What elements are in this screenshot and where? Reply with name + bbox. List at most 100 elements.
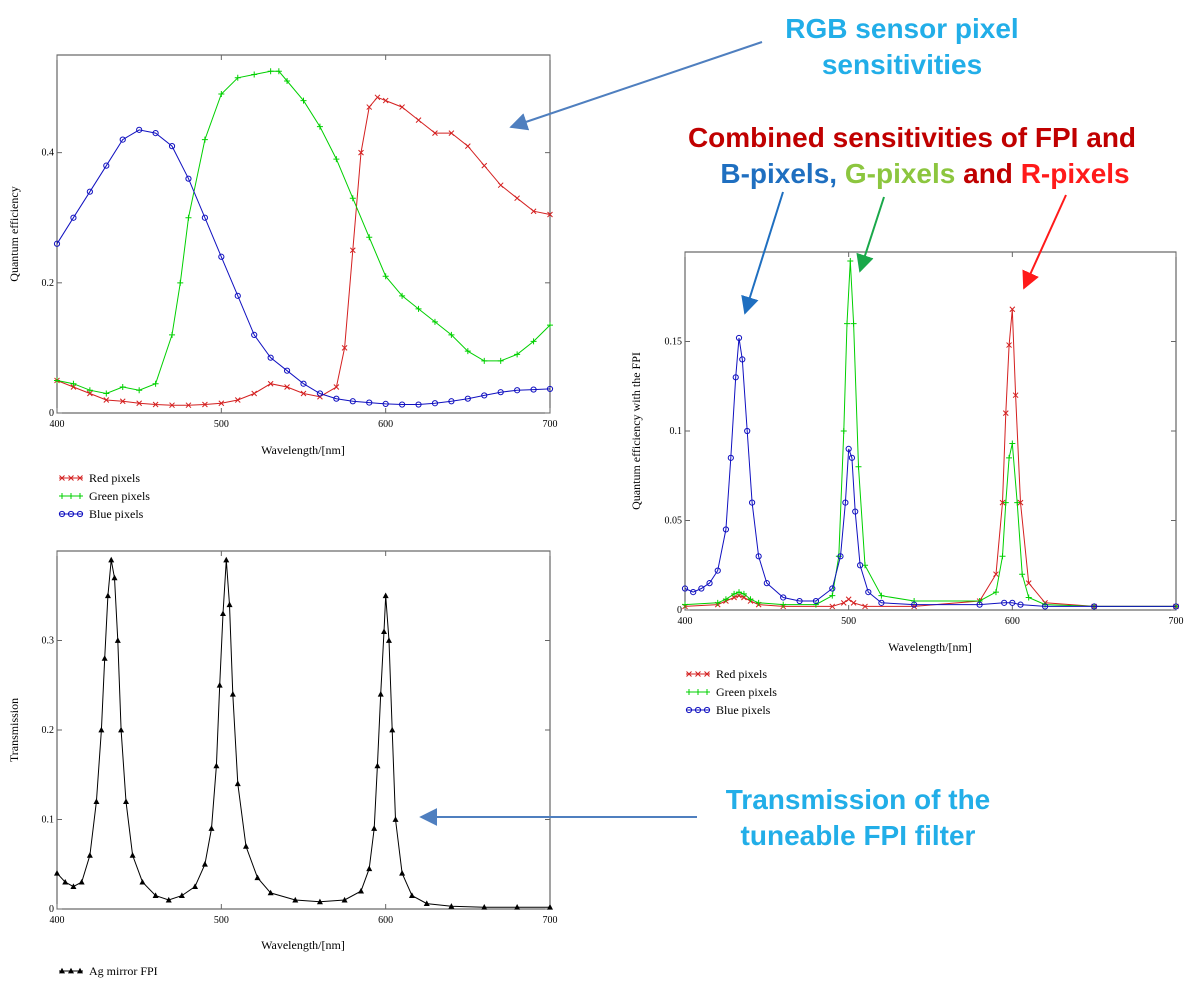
legend-label: Blue pixels	[716, 703, 771, 717]
data-point	[333, 156, 340, 163]
x-tick-label: 700	[543, 915, 558, 926]
data-point	[382, 97, 389, 104]
legend-marker	[77, 475, 83, 481]
legend-marker	[67, 510, 75, 518]
y-tick-label: 0	[677, 605, 682, 616]
data-point	[136, 126, 143, 133]
data-point	[993, 571, 999, 578]
data-point	[54, 377, 60, 384]
legend-marker	[77, 967, 83, 974]
data-point	[103, 162, 110, 169]
data-point	[514, 387, 521, 394]
data-point	[547, 904, 553, 910]
data-point	[242, 843, 249, 849]
data-point	[374, 94, 381, 101]
legend-marker	[703, 706, 711, 714]
y-tick-label: 0.15	[665, 337, 683, 348]
data-point	[216, 682, 223, 688]
data-point	[192, 883, 199, 890]
b-pixels-arrow	[741, 191, 784, 315]
x-tick-label: 400	[50, 915, 65, 926]
data-point	[152, 892, 159, 898]
data-point	[423, 900, 430, 907]
data-point	[842, 499, 849, 506]
rgb-annotation-line1: RGB sensor pixel	[785, 13, 1018, 44]
data-point	[104, 592, 111, 599]
data-point	[300, 380, 307, 387]
data-point	[103, 390, 110, 397]
x-axis-label: Wavelength/[nm]	[261, 443, 345, 457]
data-point	[714, 599, 721, 606]
x-tick-label: 600	[1005, 616, 1020, 627]
data-point	[1017, 499, 1024, 506]
data-point	[1172, 603, 1180, 610]
x-tick-label: 500	[214, 915, 229, 926]
rgb-sensitivity-chart: 400 500 600 700 0 0.2 0.4 Wavelength/[nm] Quantu…	[7, 54, 558, 521]
data-point	[464, 348, 471, 355]
legend-entry: Green pixels	[686, 685, 777, 699]
data-point	[780, 601, 787, 608]
x-tick-label: 600	[378, 915, 393, 926]
data-point	[481, 392, 488, 399]
data-point	[316, 390, 324, 397]
data-point	[514, 904, 521, 910]
y-tick-label: 0.4	[42, 148, 55, 159]
data-point	[201, 214, 208, 221]
data-point	[448, 398, 455, 405]
data-point	[70, 380, 77, 387]
data-point	[755, 553, 762, 560]
data-point	[911, 598, 918, 605]
data-point	[1009, 599, 1016, 606]
data-point	[850, 599, 857, 606]
legend-marker	[77, 493, 83, 499]
series-line	[56, 559, 550, 908]
data-point	[392, 816, 399, 822]
data-point	[1009, 306, 1016, 313]
legend-marker	[76, 510, 84, 518]
data-point	[1009, 440, 1016, 447]
data-point	[514, 351, 521, 358]
data-point	[218, 91, 225, 98]
data-point	[108, 556, 115, 563]
data-point	[481, 904, 488, 910]
data-point	[431, 318, 438, 325]
fpi-transmission-chart: 400 500 600 700 0 0.1 0.2 0.3 Wavelength/[nm] Tra…	[7, 550, 558, 978]
data-point	[735, 334, 743, 342]
data-point	[415, 401, 422, 408]
legend-entry: Green pixels	[59, 489, 150, 503]
data-point	[845, 445, 852, 452]
data-point	[850, 320, 857, 327]
legend-entry: Red pixels	[686, 667, 767, 681]
y-tick-label: 0	[49, 904, 54, 915]
data-point	[300, 97, 307, 104]
data-point	[382, 273, 389, 280]
data-point	[431, 400, 439, 407]
data-point	[464, 395, 471, 402]
y-tick-label: 0.1	[42, 815, 55, 826]
data-point	[349, 195, 356, 202]
data-point	[497, 357, 504, 364]
data-point	[201, 861, 208, 867]
data-point	[119, 398, 126, 405]
data-point	[234, 292, 241, 299]
legend-label: Green pixels	[716, 685, 777, 699]
data-point	[349, 247, 356, 254]
x-tick-label: 700	[1169, 616, 1184, 627]
data-point	[267, 68, 274, 75]
combined-annotation-line2: B-pixels, G-pixels and R-pixels	[720, 158, 1129, 189]
data-point	[358, 887, 365, 894]
series-line	[684, 337, 1176, 607]
data-point	[763, 580, 770, 587]
data-point	[878, 592, 885, 599]
y-axis-label: Quantum efficiency	[7, 186, 21, 281]
series-blue-pixels	[681, 334, 1180, 610]
data-point	[976, 601, 983, 608]
data-point	[399, 292, 406, 299]
data-point	[382, 400, 389, 407]
data-point	[316, 898, 323, 905]
data-point	[464, 143, 471, 149]
data-point	[530, 338, 537, 345]
data-point	[139, 878, 146, 885]
x-tick-label: 600	[378, 419, 393, 430]
data-point	[165, 896, 172, 903]
